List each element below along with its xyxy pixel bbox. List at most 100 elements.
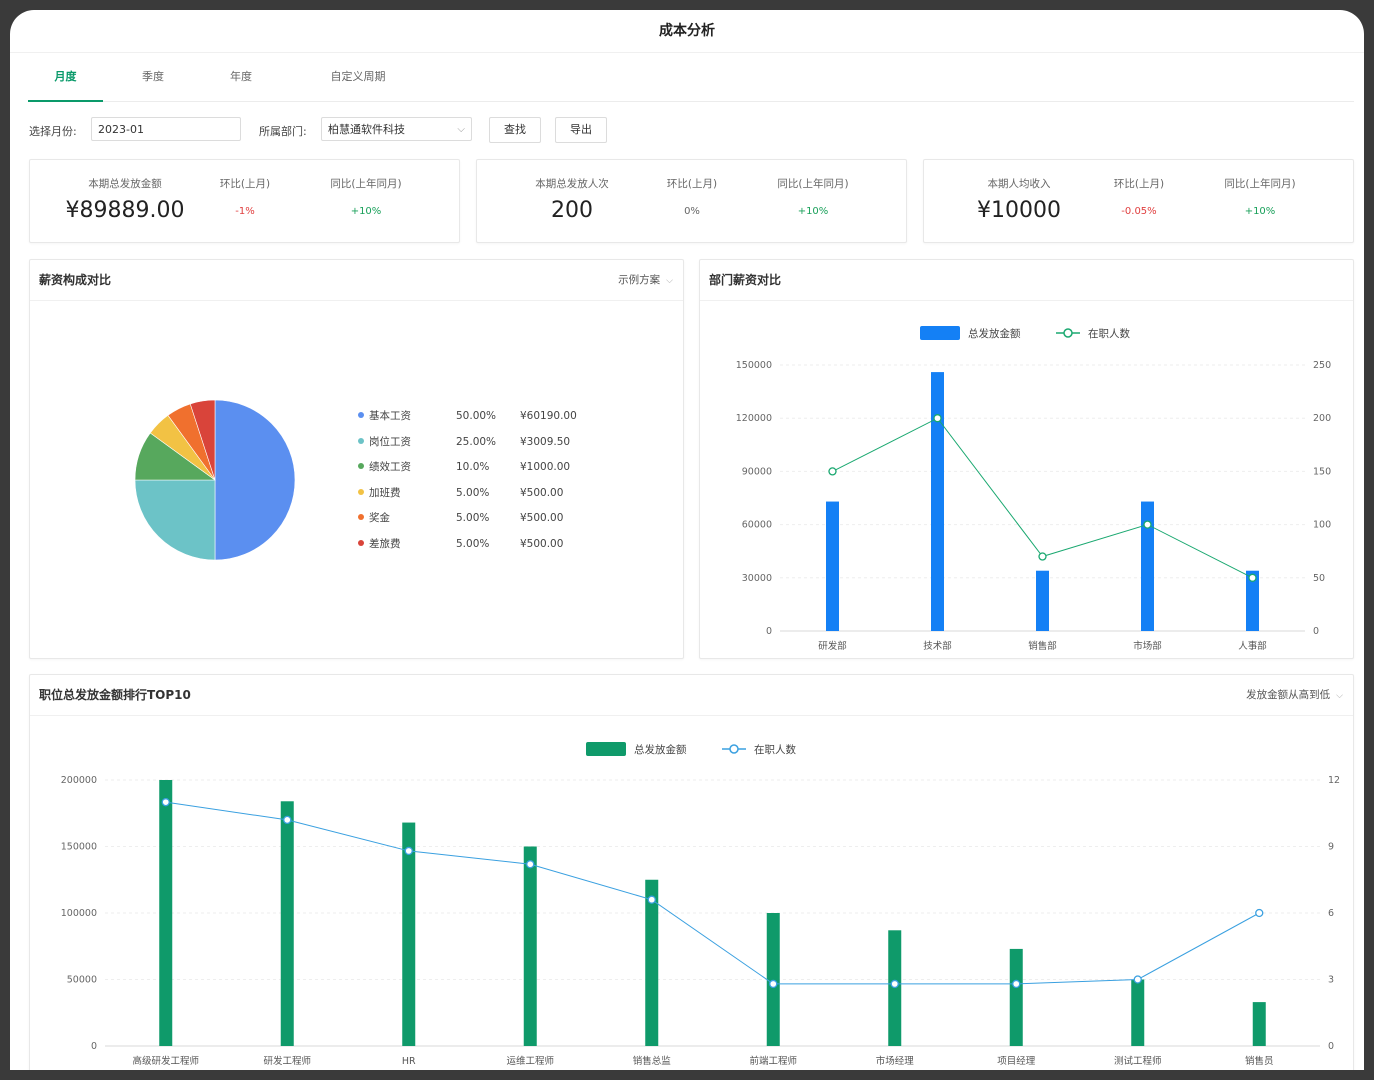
y-tick-right: 0 (1313, 626, 1319, 637)
kpi-value: ¥10000 (977, 198, 1061, 223)
legend-dot (358, 437, 364, 444)
y-tick-left: 150000 (61, 842, 97, 853)
legend-percent: 5.00% (456, 512, 490, 524)
legend-label: 基本工资 (369, 410, 411, 422)
sort-select[interactable]: 发放金额从高到低 ⌵ (1246, 675, 1343, 716)
kpi-card-avg-income: 本期人均收入 ¥10000 环比(上月) -0.05% 同比(上年同月) +10… (923, 159, 1354, 243)
kpi-yoy-label: 同比(上年同月) (330, 178, 402, 190)
scheme-select[interactable]: 示例方案 ⌵ (618, 260, 673, 301)
pie-slice (189, 399, 216, 481)
kpi-label: 本期总发放人次 (535, 178, 609, 190)
legend-amount: ¥500.00 (520, 486, 564, 499)
y-tick-right: 250 (1313, 360, 1331, 371)
legend-dot (358, 539, 364, 546)
bar (931, 372, 944, 631)
sort-select-value: 发放金额从高到低 (1246, 689, 1331, 701)
x-tick-label: 研发工程师 (263, 1055, 311, 1067)
legend-dot (358, 514, 364, 520)
x-tick-label: 市场部 (1133, 640, 1162, 652)
line-point (769, 979, 778, 989)
bar (888, 930, 902, 1046)
y-tick-left: 0 (91, 1041, 97, 1052)
month-input[interactable]: 2023-01 (91, 117, 241, 141)
legend-bar-label: 总发放金额 (968, 327, 1021, 340)
series-line (165, 801, 1260, 985)
legend-amount: ¥500.00 (520, 512, 564, 524)
legend-dot (358, 412, 364, 418)
page-title: 成本分析 (10, 10, 1364, 53)
tab-yearly[interactable]: 年度 (230, 70, 252, 83)
legend-percent: 5.00% (456, 486, 490, 499)
legend-item: 奖金 (358, 510, 390, 526)
line-point (1012, 979, 1021, 989)
y-tick-right: 3 (1328, 975, 1334, 986)
legend-item: 基本工资 (358, 408, 411, 424)
y-tick-right: 150 (1313, 466, 1331, 477)
y-tick-right: 6 (1328, 908, 1334, 919)
tab-custom-period[interactable]: 自定义周期 (330, 70, 386, 83)
dept-select[interactable]: 柏慧通软件科技 ⌵ (321, 117, 472, 141)
kpi-card-total-amount: 本期总发放金额 ¥89889.00 环比(上月) -1% 同比(上年同月) +1… (29, 159, 460, 243)
month-label: 选择月份: (29, 125, 77, 138)
x-tick-label: 研发部 (818, 640, 847, 652)
line-point (1255, 908, 1264, 918)
y-tick-left: 50000 (67, 975, 97, 986)
legend-dot (358, 463, 364, 469)
x-tick-label: 销售总监 (633, 1055, 672, 1067)
legend-line-marker (1063, 328, 1073, 338)
x-tick-label: 市场经理 (876, 1055, 915, 1067)
bar (1246, 570, 1259, 631)
bar (402, 822, 416, 1046)
tab-monthly[interactable]: 月度 (28, 53, 103, 102)
line-point (526, 860, 535, 869)
y-tick-left: 60000 (742, 520, 772, 531)
legend-amount: ¥500.00 (520, 537, 564, 550)
legend-bar-swatch (586, 742, 626, 756)
x-tick-label: 运维工程师 (506, 1055, 554, 1067)
x-tick-label: 前端工程师 (749, 1055, 797, 1067)
legend-item: 岗位工资 (358, 434, 411, 450)
legend-line-label: 在职人数 (754, 743, 796, 756)
y-tick-left: 200000 (61, 775, 97, 786)
legend-label: 奖金 (369, 512, 390, 524)
tab-quarterly[interactable]: 季度 (142, 70, 164, 83)
bar (645, 879, 659, 1046)
line-point (1038, 552, 1047, 561)
bar (280, 801, 294, 1046)
kpi-yoy-value: +10% (350, 206, 382, 217)
export-button[interactable]: 导出 (555, 117, 607, 143)
salary-pie-chart (134, 399, 296, 561)
x-tick-label: 人事部 (1238, 640, 1267, 652)
bar (1009, 948, 1023, 1046)
kpi-yoy-label: 同比(上年同月) (777, 178, 849, 190)
kpi-value: ¥89889.00 (65, 198, 185, 223)
legend-percent: 25.00% (456, 435, 497, 448)
salary-composition-panel: 薪资构成对比 示例方案 ⌵ 基本工资 50.00% ¥60190.00 岗位工资 25.0… (29, 259, 684, 659)
bar (766, 913, 780, 1046)
bar (523, 846, 537, 1046)
dept-salary-panel: 部门薪资对比 总发放金额 在职人数 0 30000 60000 90000 120000 15… (699, 259, 1354, 659)
chevron-down-icon: ⌵ (1336, 691, 1343, 701)
legend-line-label: 在职人数 (1088, 327, 1130, 340)
kpi-card-total-headcount: 本期总发放人次 200 环比(上月) 0% 同比(上年同月) +10% (476, 159, 907, 243)
line-point (161, 798, 170, 807)
legend-percent: 5.00% (456, 537, 490, 550)
kpi-mom-value: -0.05% (1121, 206, 1157, 217)
y-tick-left: 100000 (61, 908, 97, 919)
period-tabs: 月度 季度 年度 自定义周期 (28, 53, 1354, 102)
bar (1252, 1002, 1266, 1046)
kpi-mom-value: 0% (684, 206, 700, 217)
legend-bar-label: 总发放金额 (634, 743, 687, 756)
search-button[interactable]: 查找 (489, 117, 541, 143)
legend-label: 岗位工资 (369, 435, 411, 448)
legend-amount: ¥60190.00 (520, 410, 577, 422)
line-point (1143, 520, 1152, 529)
panel-title: 薪资构成对比 (39, 273, 112, 287)
kpi-yoy-value: +10% (1244, 206, 1276, 217)
legend-label: 加班费 (369, 486, 401, 499)
kpi-yoy-value: +10% (797, 206, 829, 217)
y-tick-right: 12 (1328, 775, 1340, 786)
y-tick-left: 30000 (742, 573, 772, 584)
y-tick-right: 0 (1328, 1041, 1334, 1052)
y-tick-right: 100 (1313, 520, 1331, 531)
